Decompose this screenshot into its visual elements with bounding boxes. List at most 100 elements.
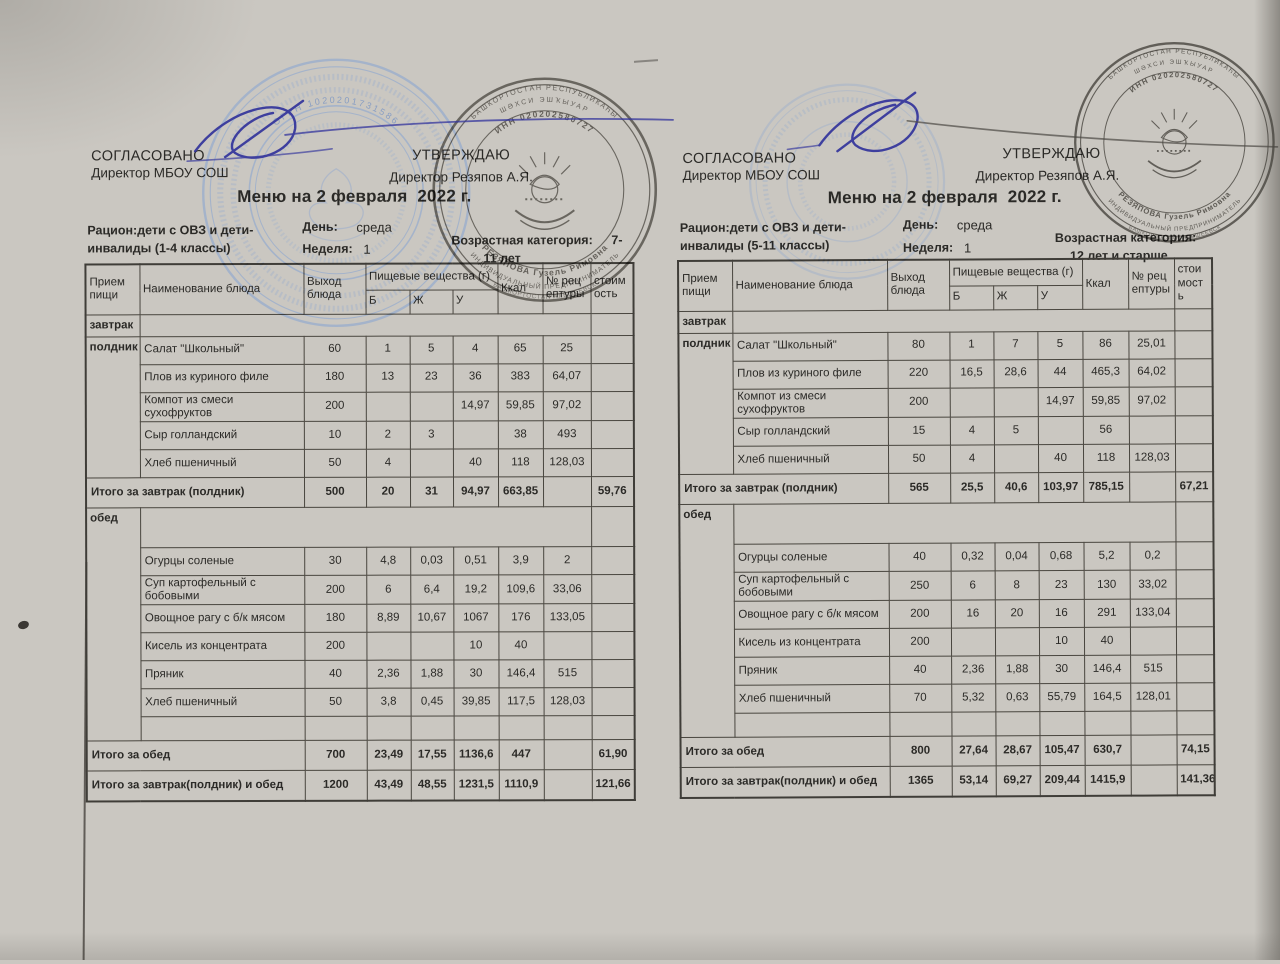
table-row: Итого за завтрак (полдник) 565 25,5 40,6 103… [679,471,1214,505]
dish-value: 16 [950,600,995,629]
day-value: среда [956,217,993,233]
dish-value: 130 [1083,570,1130,600]
approved-role: Директор МБОУ СОШ [682,167,820,183]
table-row: Пряник 40 2,36 1,88 30 146,4 515 [680,655,1215,686]
dish-value [993,387,1038,417]
dish-value: 118 [1082,444,1130,473]
total-value [1130,735,1177,766]
dish-value: 220 [887,359,950,388]
dish-name: Сыр голландский [732,417,888,447]
dish-value: 1,88 [995,656,1040,685]
dish-value: 25,01 [1128,330,1175,359]
dish-value: 515 [1130,655,1177,684]
dish-value: 0,68 [1038,542,1084,571]
svg-text:ИНН 020202580727: ИНН 020202580727 [1128,70,1221,94]
total-value: 69,27 [995,765,1040,797]
dish-value: 97,02 [1128,386,1175,417]
page-title: Меню на 2 февраля 2022 г. [827,187,1062,208]
total-value: 1415,9 [1084,765,1131,796]
empty-cell [1175,501,1214,542]
dish-value [993,444,1039,473]
dish-value: 16,5 [949,359,994,388]
dish-value: 291 [1083,599,1130,628]
dish-value [950,628,996,657]
dish-name: Огурцы соленые [733,543,889,573]
approved-label: СОГЛАСОВАНО [682,150,797,167]
dish-value: 0,04 [994,542,1039,571]
ration-line1: Рацион:дети с ОВЗ и дети- [679,220,846,236]
dish-value: 40 [889,656,952,685]
dish-value: 64,02 [1128,358,1175,387]
empty-cell [1176,711,1215,736]
dish-value: 4 [949,416,994,446]
dish-value: 55,79 [1039,683,1085,712]
meal-label: полдник [678,332,734,475]
dish-value: 33,02 [1129,569,1176,600]
dish-value [1174,443,1214,472]
empty-cell [733,501,1176,545]
total-value: 28,67 [995,735,1040,767]
dish-value [1037,416,1083,445]
dish-name: Суп картофельный с бобовыми [733,571,889,602]
week-value: 1 [963,240,972,256]
dish-value [949,387,994,418]
dish-value: 5,32 [951,684,996,713]
table-row: завтрак [678,308,1213,334]
dish-value: 5,2 [1083,542,1130,571]
table-row: Компот из смеси сухофруктов 200 14,97 59,85… [679,386,1213,419]
stamp-name-text: РЕЗЯПОВА Гузель Римовна [1117,189,1233,221]
total-label: Итого за завтрак(полдник) и обед [680,766,890,798]
round-stamp-entrepreneur-right: БАШКОРТОСТАН РЕСПУБЛИКАҺЫ ШӘХСИ ЭШҠЫУАР … [1074,42,1275,243]
dish-value: 28,6 [993,359,1038,388]
dish-value [1129,627,1177,656]
dish-value: 164,5 [1084,683,1131,712]
dish-value: 250 [888,571,951,601]
dish-value [1175,541,1214,570]
dish-value: 128,01 [1130,683,1177,712]
empty-cell [951,712,996,737]
empty-cell [889,712,952,737]
menu-table-right: Прием пищи Наименование блюда Выход блюд… [677,257,1216,799]
dish-value: 10 [1038,627,1085,657]
total-value: 27,64 [951,736,996,767]
dish-value: 14,97 [1037,386,1083,417]
table-row [680,711,1215,738]
col-header-output: Выход блюда [887,259,950,310]
dish-value [1174,386,1213,416]
day-label: День: [902,217,939,232]
empty-cell [1174,308,1213,331]
dish-value [1175,569,1214,600]
table-row: Плов из куриного филе 220 16,5 28,6 44 465,3 6… [679,358,1213,389]
col-header-protein: Б [949,285,994,310]
dish-value [1174,358,1213,387]
table-row: Хлеб пшеничный 50 4 40 118 128,03 [679,443,1214,475]
dish-value: 86 [1082,330,1129,359]
total-value [1130,765,1177,796]
total-value: 40,6 [994,472,1039,503]
stamp-entity-text: ШӘХСИ ЭШҠЫУАР [1133,58,1215,75]
col-header-fat: Ж [993,285,1038,310]
total-value: 25,5 [950,472,995,504]
total-value: 800 [889,736,952,767]
table-body: завтрак полдник Салат "Школьный" 80 1 7 5 86 25,… [678,308,1215,798]
dish-value: 56 [1082,416,1129,445]
dish-value: 200 [888,628,952,657]
dish-value [1128,415,1175,445]
total-value: 209,44 [1039,765,1085,796]
stamp-region-text: БАШКОРТОСТАН РЕСПУБЛИКАҺЫ [1107,48,1241,82]
svg-text:ШӘХСИ ЭШҠЫУАР: ШӘХСИ ЭШҠЫУАР [1133,58,1215,75]
age-label: Возрастная категория: [1054,230,1197,246]
table-row: Овощное рагу с б/к мясом 200 16 20 16 291 133,… [680,599,1214,630]
ration-line2: инвалиды (5-11 классы) [679,238,830,254]
dish-value: 1 [949,331,994,360]
dish-value: 44 [1037,358,1083,388]
dish-value: 2,36 [951,656,996,685]
total-value: 67,21 [1175,471,1214,502]
total-value: 74,15 [1176,735,1215,766]
table-row: обед [679,501,1214,738]
table-row: Итого за обед 800 27,64 28,67 105,47 630,7 74,… [680,735,1215,768]
empty-cell [734,712,890,738]
dish-name: Компот из смеси сухофруктов [732,387,888,419]
dish-value: 465,3 [1082,358,1129,387]
